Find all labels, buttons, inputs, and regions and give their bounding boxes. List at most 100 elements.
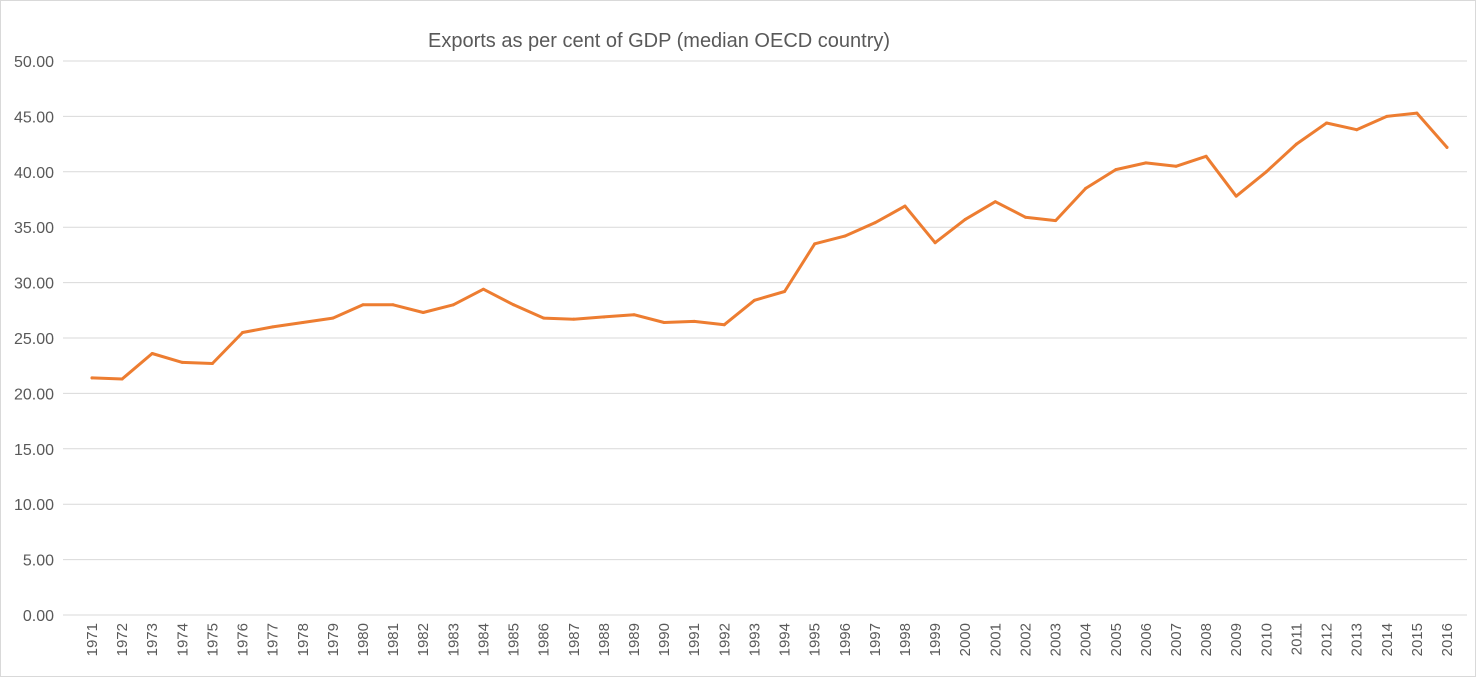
data-point — [1114, 168, 1118, 172]
x-tick-label: 1992 — [716, 623, 733, 656]
data-point — [150, 352, 154, 356]
x-tick-label: 1975 — [204, 623, 221, 656]
data-point — [752, 298, 756, 302]
data-point — [210, 361, 214, 365]
x-tick-label: 2006 — [1138, 623, 1155, 656]
data-point — [481, 287, 485, 291]
data-point — [692, 319, 696, 323]
data-point — [451, 303, 455, 307]
x-tick-label: 1976 — [235, 623, 252, 656]
x-tick-label: 1980 — [355, 623, 372, 656]
y-tick-label: 50.00 — [14, 54, 54, 71]
data-point — [1355, 128, 1359, 132]
x-tick-label: 2016 — [1439, 623, 1456, 656]
data-point — [361, 303, 365, 307]
x-tick-label: 2012 — [1319, 623, 1336, 656]
data-point — [1054, 219, 1058, 223]
x-tick-label: 2014 — [1379, 623, 1396, 656]
x-tick-label: 1994 — [777, 623, 794, 656]
data-point — [1084, 186, 1088, 190]
data-point — [90, 376, 94, 380]
y-tick-label: 30.00 — [14, 276, 54, 293]
data-point — [120, 377, 124, 381]
x-tick-label: 2009 — [1228, 623, 1245, 656]
x-tick-label: 2002 — [1017, 623, 1034, 656]
x-tick-label: 1986 — [536, 623, 553, 656]
data-point — [180, 360, 184, 364]
y-tick-label: 45.00 — [14, 109, 54, 126]
data-point — [993, 200, 997, 204]
x-tick-label: 1973 — [144, 623, 161, 656]
x-tick-label: 1990 — [656, 623, 673, 656]
x-tick-label: 1982 — [415, 623, 432, 656]
data-point — [542, 316, 546, 320]
x-tick-label: 2003 — [1048, 623, 1065, 656]
x-tick-label: 2004 — [1078, 623, 1095, 656]
x-tick-label: 2007 — [1168, 623, 1185, 656]
x-tick-label: 1983 — [445, 623, 462, 656]
data-point — [1174, 164, 1178, 168]
y-tick-label: 25.00 — [14, 331, 54, 348]
data-point — [391, 303, 395, 307]
x-tick-label: 1984 — [475, 623, 492, 656]
data-point — [632, 313, 636, 317]
x-tick-label: 1995 — [807, 623, 824, 656]
data-point — [722, 323, 726, 327]
y-tick-label: 10.00 — [14, 497, 54, 514]
data-point — [963, 217, 967, 221]
x-tick-label: 2005 — [1108, 623, 1125, 656]
y-tick-label: 0.00 — [23, 608, 54, 625]
x-tick-label: 1988 — [596, 623, 613, 656]
y-tick-label: 5.00 — [23, 553, 54, 570]
x-tick-label: 2013 — [1349, 623, 1366, 656]
x-tick-label: 1977 — [265, 623, 282, 656]
x-tick-label: 1998 — [897, 623, 914, 656]
data-point — [662, 320, 666, 324]
y-tick-label: 15.00 — [14, 442, 54, 459]
x-tick-label: 2008 — [1198, 623, 1215, 656]
data-point — [271, 325, 275, 329]
data-point — [783, 289, 787, 293]
data-point — [903, 204, 907, 208]
x-tick-label: 2001 — [987, 623, 1004, 656]
data-point — [602, 315, 606, 319]
x-tick-label: 1987 — [566, 623, 583, 656]
data-point — [421, 311, 425, 315]
y-tick-label: 20.00 — [14, 386, 54, 403]
data-point — [572, 317, 576, 321]
x-tick-label: 2000 — [957, 623, 974, 656]
data-point — [933, 241, 937, 245]
x-tick-label: 1971 — [84, 623, 101, 656]
data-point — [1415, 111, 1419, 115]
data-point — [843, 234, 847, 238]
x-tick-label: 2011 — [1288, 623, 1305, 655]
data-point — [1234, 194, 1238, 198]
series-line — [90, 111, 1449, 381]
data-point — [1385, 114, 1389, 118]
data-point — [241, 330, 245, 334]
data-point — [1204, 154, 1208, 158]
data-point — [512, 303, 516, 307]
x-tick-label: 1989 — [626, 623, 643, 656]
x-tick-label: 2010 — [1258, 623, 1275, 656]
data-point — [1023, 215, 1027, 219]
data-point — [1144, 161, 1148, 165]
data-point — [301, 320, 305, 324]
y-tick-label: 35.00 — [14, 220, 54, 237]
data-point — [813, 242, 817, 246]
data-point — [1325, 121, 1329, 125]
data-point — [1445, 145, 1449, 149]
data-point — [1294, 142, 1298, 146]
x-tick-label: 1991 — [686, 623, 703, 656]
data-point — [873, 221, 877, 225]
x-tick-label: 1999 — [927, 623, 944, 656]
x-tick-label: 1993 — [746, 623, 763, 656]
x-tick-label: 1979 — [325, 623, 342, 656]
x-tick-label: 1978 — [295, 623, 312, 656]
x-tick-label: 1996 — [837, 623, 854, 656]
x-tick-label: 1974 — [174, 623, 191, 656]
data-point — [1264, 170, 1268, 174]
data-point — [331, 316, 335, 320]
